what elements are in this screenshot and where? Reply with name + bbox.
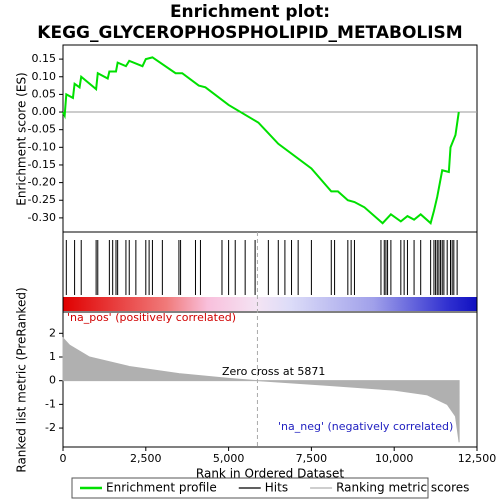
y-tick-label: 1 [49, 350, 56, 363]
x-tick-label: 2,500 [130, 452, 162, 465]
y-tick-label: -0.30 [28, 211, 56, 224]
y-tick-label: 0.10 [32, 70, 57, 83]
y-tick-label: 2 [49, 326, 56, 339]
annotation: 'na_neg' (negatively correlated) [278, 420, 453, 433]
x-tick-label: 12,500 [458, 452, 497, 465]
y-tick-label: 0.00 [32, 105, 57, 118]
y-tick-label: -0.10 [28, 140, 56, 153]
y-tick-label: 0.05 [32, 87, 57, 100]
heatmap-bar [63, 297, 477, 311]
x-tick-label: 10,000 [375, 452, 414, 465]
y-tick-label: 0.15 [32, 52, 57, 65]
y-tick-label: -0.15 [28, 158, 56, 171]
x-tick-label: 7,500 [296, 452, 328, 465]
y-tick-label: -0.25 [28, 193, 56, 206]
y-tick-label: -0.05 [28, 123, 56, 136]
legend-label: Hits [265, 481, 288, 495]
annotation: 'na_pos' (positively correlated) [67, 311, 236, 324]
chart-title: KEGG_GLYCEROPHOSPHOLIPID_METABOLISM [37, 23, 462, 43]
legend-label: Enrichment profile [106, 481, 217, 495]
es-line [62, 56, 460, 226]
y-tick-label: -1 [45, 397, 56, 410]
plot-frame [62, 44, 478, 233]
x-tick-label: 5,000 [213, 452, 245, 465]
y-tick-label: 0 [49, 374, 56, 387]
x-tick-label: 0 [60, 452, 67, 465]
annotation: Zero cross at 5871 [222, 365, 325, 378]
y-tick-label: -2 [45, 421, 56, 434]
chart-title: Enrichment plot: [170, 2, 330, 22]
legend-label: Ranking metric scores [336, 481, 469, 495]
x-axis-label: Rank in Ordered Dataset [196, 467, 344, 481]
metric-area [62, 336, 460, 443]
y-axis-label: Ranked list metric (PreRanked) [15, 287, 29, 472]
y-tick-label: -0.20 [28, 176, 56, 189]
y-axis-label: Enrichment score (ES) [15, 72, 29, 205]
